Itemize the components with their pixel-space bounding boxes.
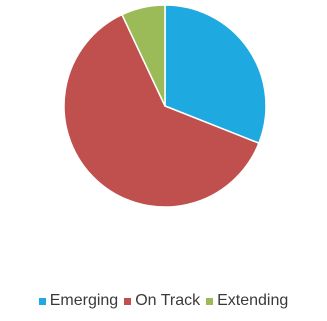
legend: Emerging On Track Extending [0, 292, 327, 310]
legend-item-on-track: On Track [124, 292, 200, 310]
pie-slice-emerging [164, 4, 267, 145]
legend-label-on-track: On Track [135, 292, 201, 309]
legend-swatch-emerging [38, 297, 46, 305]
pie-slice-on-track [63, 13, 260, 208]
legend-item-extending: Extending [206, 292, 288, 310]
legend-swatch-extending [206, 297, 214, 305]
legend-label-emerging: Emerging [49, 292, 119, 309]
legend-swatch-on-track [124, 297, 132, 305]
legend-item-emerging: Emerging [38, 292, 119, 310]
legend-label-extending: Extending [217, 292, 289, 309]
pie-slice-extending [120, 4, 166, 107]
pie-slices [63, 4, 267, 208]
